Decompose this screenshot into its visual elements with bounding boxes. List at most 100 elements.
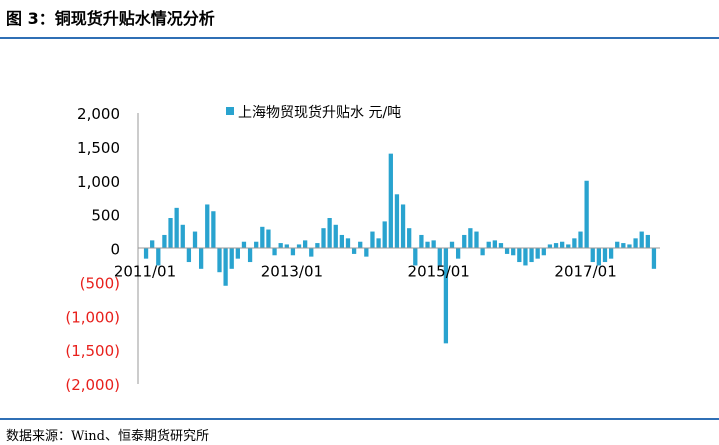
bar: [535, 248, 540, 259]
bar: [205, 204, 210, 249]
bar: [168, 218, 173, 249]
bar: [443, 248, 449, 344]
bar: [290, 248, 296, 256]
bar: [174, 207, 179, 249]
bar: [407, 228, 412, 249]
y-tick-label: 1,500: [77, 139, 120, 157]
bar: [321, 228, 326, 249]
bar: [560, 241, 565, 249]
bar: [198, 248, 204, 269]
bar: [370, 231, 375, 249]
bar: [186, 248, 192, 263]
bar: [266, 229, 271, 249]
bar: [602, 248, 608, 263]
legend: 上海物贸现货升贴水 元/吨: [226, 104, 401, 121]
bar: [150, 240, 155, 249]
bar: [413, 248, 418, 266]
bar: [247, 248, 253, 263]
bar: [474, 231, 479, 249]
bar: [627, 244, 632, 249]
bar: [455, 248, 461, 259]
bar: [315, 243, 320, 249]
bar: [553, 243, 559, 249]
bar: [254, 241, 259, 249]
bar: [639, 231, 644, 249]
bar: [492, 240, 497, 249]
bar: [511, 248, 516, 256]
y-tick-label: (2,000): [65, 376, 120, 394]
bar: [547, 244, 553, 249]
bar: [309, 248, 314, 257]
bar: [156, 248, 161, 266]
legend-swatch: [226, 107, 234, 115]
bar: [192, 231, 198, 249]
bar: [241, 241, 247, 249]
bar: [633, 238, 638, 249]
bar: [486, 241, 491, 249]
bar: [223, 248, 228, 286]
bar: [376, 238, 381, 249]
bar: [468, 228, 473, 249]
x-tick-labels: 2011/01 2013/01 2015/01 2017/01: [114, 263, 617, 281]
y-tick-label: 0: [110, 241, 120, 259]
bar: [260, 226, 265, 249]
bar: [431, 240, 436, 249]
bar: [143, 248, 149, 259]
bar: [229, 248, 234, 269]
bar: [345, 238, 351, 249]
bar: [278, 243, 283, 249]
bar: [358, 241, 363, 249]
title-rule: [0, 37, 719, 39]
bar: [596, 248, 602, 266]
y-tick-label: 500: [91, 207, 120, 225]
bar: [162, 234, 167, 249]
bar: [584, 180, 589, 249]
bar: [339, 234, 345, 249]
bar: [400, 204, 406, 249]
bar: [333, 224, 338, 249]
bar: [235, 248, 240, 259]
bar: [529, 248, 534, 263]
bar: [462, 234, 467, 249]
bar: [382, 221, 387, 249]
bar: [651, 248, 657, 269]
y-tick-labels: 2,000 1,500 1,000 500 0 (500) (1,000) (1,500) (2…: [65, 105, 120, 394]
bar: [480, 248, 485, 256]
bar: [272, 248, 277, 256]
x-tick-label: 2013/01: [261, 263, 323, 281]
bar: [523, 248, 528, 266]
y-tick-label: (500): [80, 274, 120, 292]
bar: [615, 241, 620, 249]
bar: [394, 194, 400, 249]
bar: [578, 231, 583, 249]
source-note: 数据来源：Wind、恒泰期货研究所: [6, 429, 209, 444]
bar: [419, 234, 424, 249]
bar: [504, 248, 510, 254]
bar: [437, 248, 442, 266]
bar: [211, 211, 216, 249]
bar: [645, 234, 650, 249]
bar: [284, 244, 289, 249]
x-tick-label: 2015/01: [408, 263, 470, 281]
bar: [449, 241, 455, 249]
y-tick-label: 2,000: [77, 105, 120, 123]
bars: [143, 153, 657, 344]
bar: [388, 153, 393, 249]
bar: [327, 218, 332, 249]
footer-rule: [0, 418, 719, 420]
bar: [608, 248, 614, 259]
y-tick-label: (1,000): [65, 308, 120, 326]
y-tick-label: 1,000: [77, 173, 120, 191]
bar: [364, 248, 369, 257]
bar: [303, 240, 308, 249]
x-tick-label: 2011/01: [114, 263, 176, 281]
bar: [425, 241, 430, 249]
bar: [498, 243, 504, 249]
bar: [541, 248, 546, 256]
bar: [621, 243, 626, 249]
bar: [572, 238, 577, 249]
bar: [217, 248, 222, 273]
bar: [180, 224, 185, 249]
legend-label: 上海物贸现货升贴水 元/吨: [238, 104, 401, 121]
